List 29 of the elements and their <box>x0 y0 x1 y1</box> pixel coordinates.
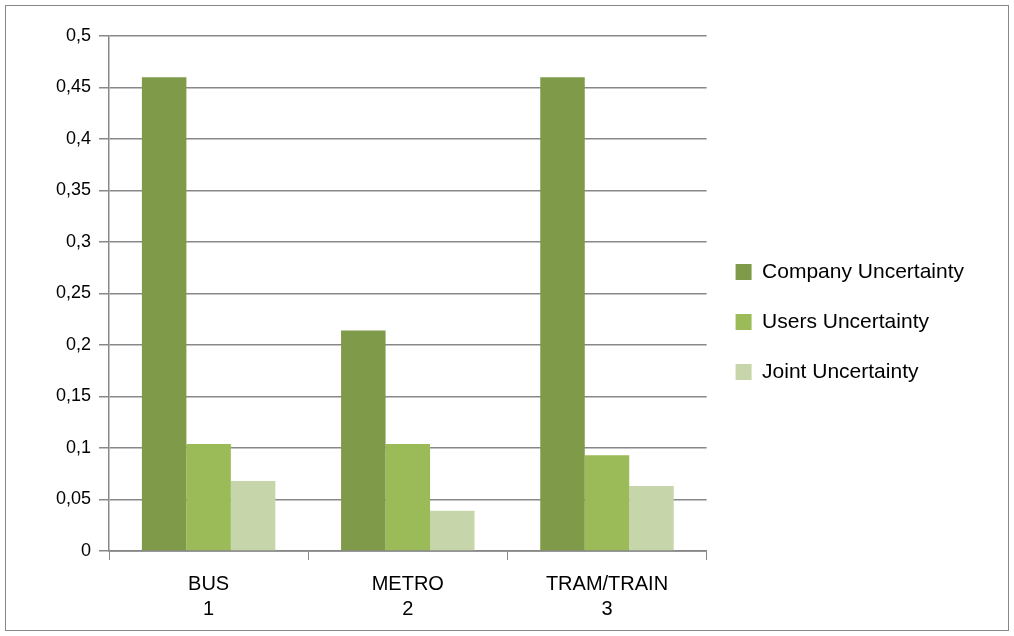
bar <box>430 510 475 551</box>
y-tick-label: 0,25 <box>55 282 92 303</box>
bar <box>629 486 674 551</box>
x2-tick-label: 2 <box>402 596 414 619</box>
bar <box>540 77 585 551</box>
y-tick-label: 0,1 <box>66 436 92 457</box>
legend-label: Joint Uncertainty <box>762 358 919 382</box>
x-tick-label: METRO <box>371 571 444 594</box>
bar <box>230 480 276 551</box>
y-tick-label: 0,5 <box>66 24 92 45</box>
bar <box>341 330 386 551</box>
y-tick-label: 0,15 <box>55 385 92 406</box>
x2-tick-label: 3 <box>601 596 613 619</box>
y-tick-label: 0,35 <box>55 179 92 200</box>
bar <box>584 455 630 551</box>
y-tick-label: 0,45 <box>55 76 92 97</box>
legend-label: Company Uncertainty <box>762 258 965 282</box>
y-tick-label: 0,2 <box>66 333 92 354</box>
legend-label: Users Uncertainty <box>762 308 930 332</box>
x-tick-label: BUS <box>188 571 230 594</box>
x-tick-label: TRAM/TRAIN <box>545 571 669 594</box>
y-tick-label: 0,05 <box>55 488 92 509</box>
y-tick-label: 0 <box>81 539 92 560</box>
bar <box>385 443 431 551</box>
bar <box>186 443 231 551</box>
y-tick-label: 0,4 <box>66 127 92 148</box>
x2-tick-label: 1 <box>203 596 215 619</box>
y-tick-label: 0,3 <box>66 230 92 251</box>
bar <box>141 77 187 551</box>
